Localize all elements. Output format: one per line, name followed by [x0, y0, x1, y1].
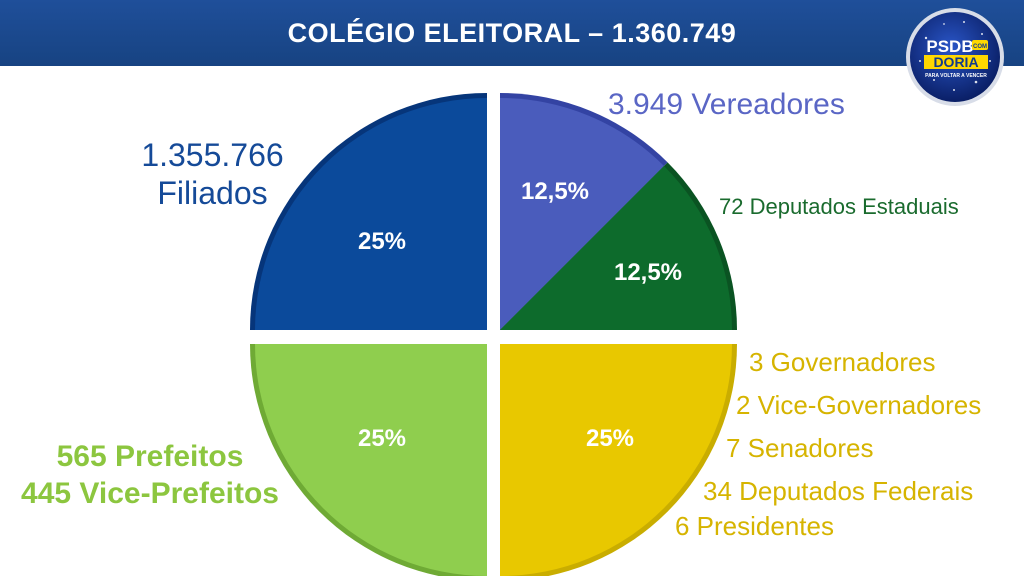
label-filiados: 1.355.766 Filiados: [120, 136, 305, 212]
pie-slice-1: [255, 98, 487, 330]
label-senadores: 7 Senadores: [726, 433, 874, 463]
label-filiados-name: Filiados: [157, 175, 268, 211]
label-vice-prefeitos: 445 Vice-Prefeitos: [21, 477, 279, 510]
title-bar: COLÉGIO ELEITORAL – 1.360.749: [0, 0, 1024, 66]
label-vice-governadores: 2 Vice-Governadores: [736, 390, 982, 420]
label-vereadores: 3.949 Vereadores: [608, 88, 845, 121]
pie-value-label-2: 12,5%: [521, 178, 589, 205]
label-deputados-estaduais: 72 Deputados Estaduais: [719, 194, 959, 219]
badge-slogan: PARA VOLTAR A VENCER: [925, 73, 987, 79]
pie-slice-2: [500, 98, 664, 330]
label-prefeitos-group: 565 Prefeitos 445 Vice-Prefeitos: [0, 438, 300, 512]
pie-slice-4: [500, 344, 732, 576]
pie-slice-5: [255, 344, 487, 576]
pie-value-label-4: 25%: [586, 425, 634, 452]
label-deputados-federais: 34 Deputados Federais: [703, 476, 974, 506]
psdb-doria-badge: PSDB COM DORIA PARA VOLTAR A VENCER: [906, 8, 1004, 106]
pie-value-label-5: 25%: [358, 425, 406, 452]
badge-psdb: PSDB: [926, 37, 973, 56]
pie-value-label-3: 12,5%: [614, 259, 682, 286]
label-governadores: 3 Governadores: [749, 347, 936, 377]
chart-title: COLÉGIO ELEITORAL – 1.360.749: [287, 18, 737, 48]
badge-doria: DORIA: [933, 54, 978, 70]
pie-value-label-1: 25%: [358, 228, 406, 255]
badge-com: COM: [973, 44, 987, 50]
label-presidentes: 6 Presidentes: [675, 511, 834, 541]
label-filiados-count: 1.355.766: [141, 137, 284, 173]
label-prefeitos: 565 Prefeitos: [56, 440, 244, 473]
pie-slice-3: [500, 166, 732, 330]
